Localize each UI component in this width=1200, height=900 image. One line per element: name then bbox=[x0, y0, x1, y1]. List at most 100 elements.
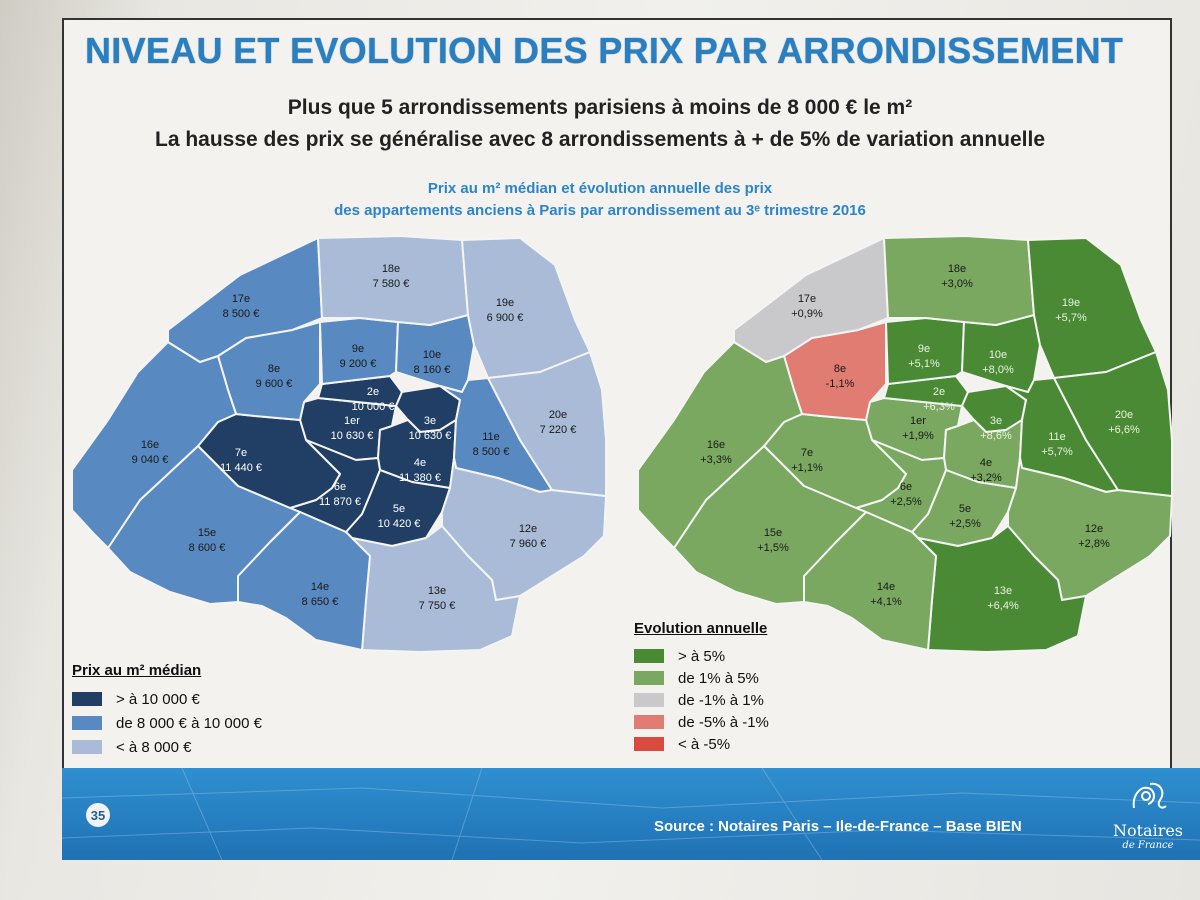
evolution-legend-item: de -1% à 1% bbox=[634, 689, 769, 711]
district-value-label: +5,1% bbox=[908, 358, 940, 370]
district-17e-map-evo bbox=[733, 237, 889, 363]
evolution-legend: Evolution annuelle > à 5% de 1% à 5% de … bbox=[634, 620, 769, 755]
district-name-label: 15e bbox=[198, 527, 216, 539]
district-value-label: +2,5% bbox=[949, 518, 981, 530]
legend-swatch-high bbox=[72, 692, 102, 706]
district-name-label: 15e bbox=[764, 527, 782, 539]
district-16e-map-price bbox=[71, 341, 237, 549]
district-20e-map-price bbox=[487, 351, 607, 497]
district-value-label: +6,4% bbox=[987, 600, 1019, 612]
page-title: NIVEAU ET EVOLUTION DES PRIX PAR ARRONDI… bbox=[85, 30, 1124, 71]
district-18e-map-price bbox=[317, 235, 469, 326]
district-value-label: 11 440 € bbox=[220, 462, 262, 474]
district-name-label: 8e bbox=[834, 363, 846, 375]
district-value-label: +2,5% bbox=[890, 496, 922, 508]
district-name-label: 2e bbox=[933, 386, 945, 398]
district-value-label: +5,7% bbox=[1041, 446, 1073, 458]
district-value-label: 9 040 € bbox=[132, 454, 169, 466]
district-value-label: 10 420 € bbox=[378, 518, 421, 530]
logo-subname: de France bbox=[1122, 840, 1174, 851]
district-name-label: 2e bbox=[367, 386, 379, 398]
district-19e-map-evo bbox=[1027, 237, 1157, 379]
district-value-label: +3,3% bbox=[700, 454, 732, 466]
district-name-label: 16e bbox=[707, 439, 725, 451]
district-name-label: 11e bbox=[482, 431, 500, 443]
district-value-label: +6,6% bbox=[1108, 424, 1140, 436]
district-name-label: 8e bbox=[268, 363, 280, 375]
district-17e-map-price bbox=[167, 237, 323, 363]
district-value-label: 10 000 € bbox=[352, 401, 395, 413]
district-name-label: 7e bbox=[801, 447, 813, 459]
price-legend-title: Prix au m² médian bbox=[72, 662, 202, 679]
district-name-label: 10e bbox=[423, 349, 441, 361]
district-name-label: 7e bbox=[235, 447, 247, 459]
legend-label: de 1% à 5% bbox=[678, 669, 759, 687]
district-name-label: 20e bbox=[549, 409, 567, 421]
map-title-line-1: Prix au m² médian et évolution annuelle … bbox=[427, 180, 773, 197]
legend-swatch-evo-neg bbox=[634, 715, 664, 729]
district-name-label: 12e bbox=[1085, 523, 1103, 535]
legend-swatch-mid bbox=[72, 716, 102, 730]
legend-swatch-evo-high bbox=[634, 649, 664, 663]
district-name-label: 6e bbox=[900, 481, 912, 493]
district-19e-map-price bbox=[461, 237, 591, 379]
map-title-line-2: des appartements anciens à Paris par arr… bbox=[334, 202, 866, 219]
district-16e-map-evo bbox=[637, 341, 803, 549]
district-18e-map-evo bbox=[883, 235, 1035, 326]
district-name-label: 16e bbox=[141, 439, 159, 451]
district-name-label: 9e bbox=[352, 343, 364, 355]
district-value-label: +3,2% bbox=[970, 472, 1002, 484]
district-value-label: +6,3% bbox=[923, 401, 955, 413]
district-name-label: 19e bbox=[496, 297, 514, 309]
legend-label: de 8 000 € à 10 000 € bbox=[116, 714, 262, 732]
district-value-label: +5,7% bbox=[1055, 312, 1087, 324]
price-map: 1er 10 630 € 2e 10 000 € 3e 10 630 € 4e 11 380 … bbox=[71, 235, 607, 653]
district-value-label: 9 600 € bbox=[256, 378, 293, 390]
district-value-label: +1,5% bbox=[757, 542, 789, 554]
footer-map-texture bbox=[62, 768, 1200, 860]
district-name-label: 5e bbox=[393, 503, 405, 515]
district-name-label: 17e bbox=[798, 293, 816, 305]
district-value-label: +8,0% bbox=[982, 364, 1014, 376]
price-legend-item-high: > à 10 000 € bbox=[72, 687, 262, 711]
footer-band bbox=[62, 768, 1200, 860]
district-value-label: 8 600 € bbox=[189, 542, 226, 554]
district-name-label: 4e bbox=[414, 457, 426, 469]
district-value-label: 6 900 € bbox=[487, 312, 524, 324]
notaires-logo: Notaires de France bbox=[1108, 778, 1188, 858]
district-name-label: 14e bbox=[877, 581, 895, 593]
district-value-label: 7 750 € bbox=[419, 600, 456, 612]
district-name-label: 1er bbox=[344, 415, 360, 427]
logo-emblem-icon bbox=[1132, 782, 1167, 809]
district-name-label: 3e bbox=[424, 415, 436, 427]
district-20e-map-evo bbox=[1053, 351, 1173, 497]
district-name-label: 18e bbox=[382, 263, 400, 275]
district-value-label: +8,6% bbox=[980, 430, 1012, 442]
district-name-label: 11e bbox=[1048, 431, 1066, 443]
price-legend: Prix au m² médian > à 10 000 € de 8 000 … bbox=[72, 662, 262, 759]
district-name-label: 12e bbox=[519, 523, 537, 535]
district-value-label: 10 630 € bbox=[331, 430, 374, 442]
legend-swatch-evo-mid bbox=[634, 671, 664, 685]
district-name-label: 10e bbox=[989, 349, 1007, 361]
district-value-label: +3,0% bbox=[941, 278, 973, 290]
district-value-label: 8 500 € bbox=[473, 446, 510, 458]
district-name-label: 14e bbox=[311, 581, 329, 593]
district-value-label: +0,9% bbox=[791, 308, 823, 320]
evolution-legend-title: Evolution annuelle bbox=[634, 620, 768, 637]
logo-name: Notaires bbox=[1112, 821, 1184, 840]
district-value-label: +4,1% bbox=[870, 596, 902, 608]
legend-swatch-low bbox=[72, 740, 102, 754]
legend-swatch-evo-veryneg bbox=[634, 737, 664, 751]
page-number: 35 bbox=[86, 803, 110, 827]
district-value-label: 9 200 € bbox=[340, 358, 377, 370]
district-value-label: 7 960 € bbox=[510, 538, 547, 550]
district-name-label: 13e bbox=[994, 585, 1012, 597]
district-name-label: 13e bbox=[428, 585, 446, 597]
district-name-label: 18e bbox=[948, 263, 966, 275]
district-value-label: 8 650 € bbox=[302, 596, 339, 608]
subtitle-2: La hausse des prix se généralise avec 8 … bbox=[155, 128, 1045, 151]
district-name-label: 3e bbox=[990, 415, 1002, 427]
